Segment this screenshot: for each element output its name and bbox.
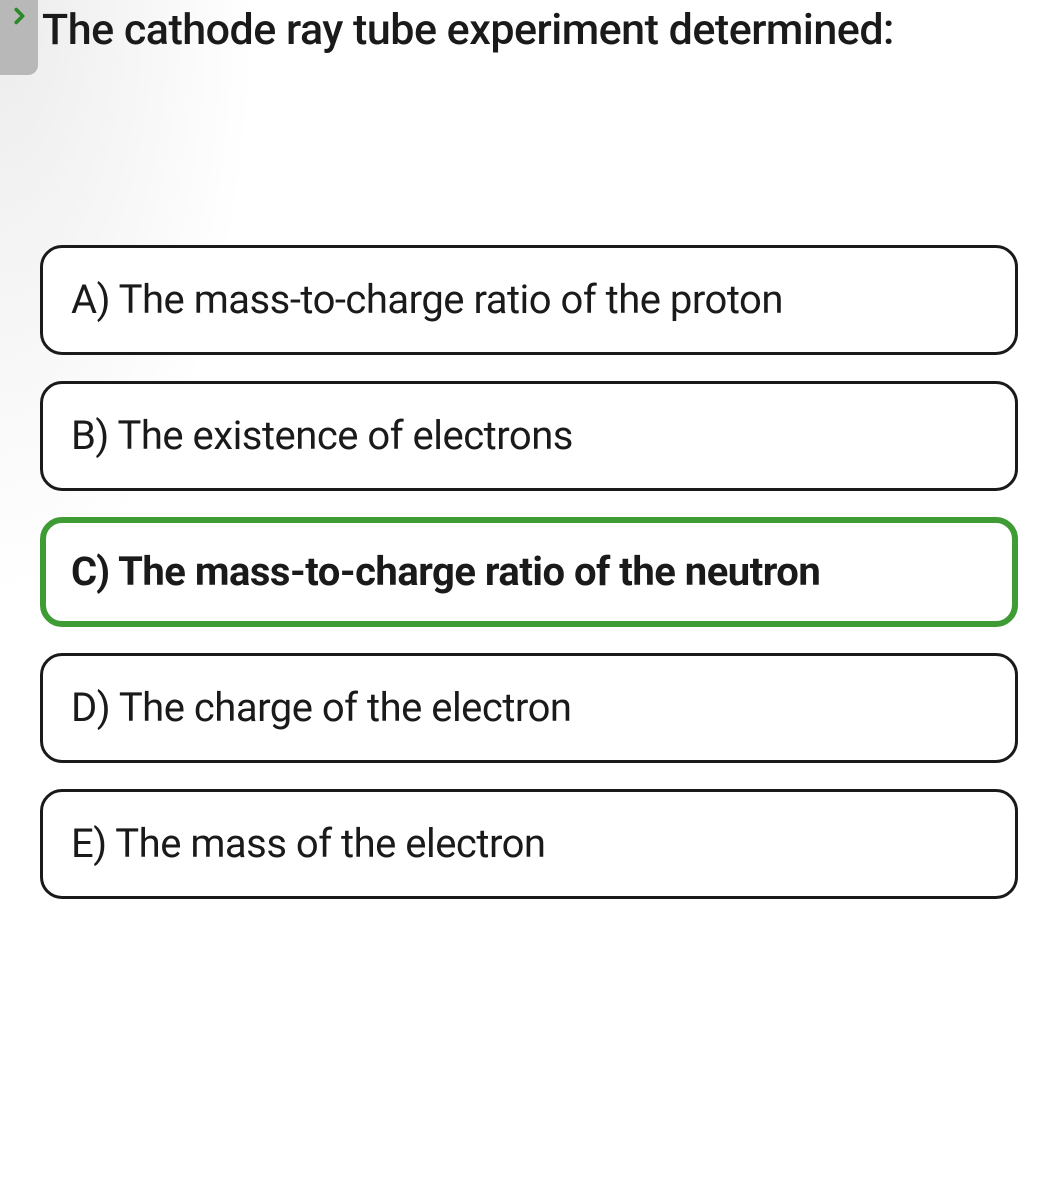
option-b[interactable]: B) The existence of electrons	[40, 381, 1018, 491]
option-c[interactable]: C) The mass-to-charge ratio of the neutr…	[40, 517, 1018, 627]
option-label: B) The existence of electrons	[71, 412, 573, 459]
option-a[interactable]: A) The mass-to-charge ratio of the proto…	[40, 245, 1018, 355]
option-e[interactable]: E) The mass of the electron	[40, 789, 1018, 899]
option-label: A) The mass-to-charge ratio of the proto…	[71, 276, 783, 323]
option-d[interactable]: D) The charge of the electron	[40, 653, 1018, 763]
side-tab[interactable]	[0, 0, 38, 75]
option-label: E) The mass of the electron	[71, 820, 546, 867]
chevron-right-icon	[8, 5, 30, 31]
options-list: A) The mass-to-charge ratio of the proto…	[40, 245, 1018, 899]
question-text: The cathode ray tube experiment determin…	[42, 0, 1018, 60]
option-label: D) The charge of the electron	[71, 684, 571, 731]
option-label: C) The mass-to-charge ratio of the neutr…	[71, 548, 820, 595]
